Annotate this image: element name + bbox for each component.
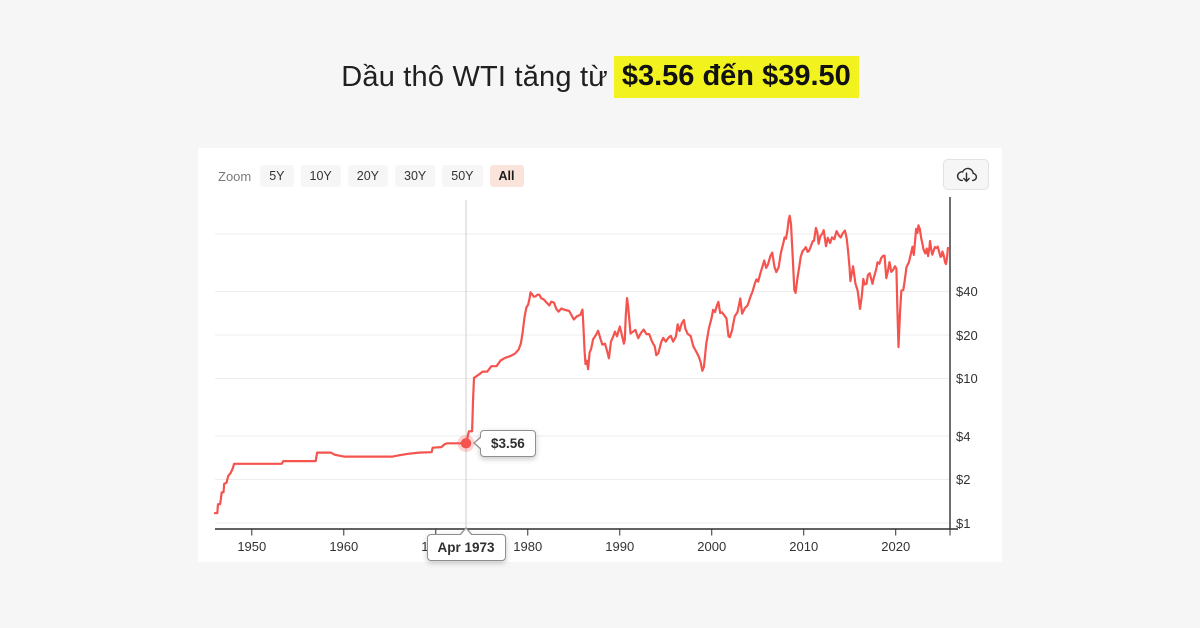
y-axis-label-10: $10 [956,371,978,386]
zoom-range-button-5y[interactable]: 5Y [260,165,294,187]
y-axis-label-4: $4 [956,428,971,444]
cloud-download-icon [955,164,978,185]
zoom-range-button-50y[interactable]: 50Y [442,165,483,187]
date-tooltip: Apr 1973 [426,527,506,561]
x-axis-label-2000: 2000 [697,539,727,554]
price-chart-plot-area[interactable] [198,148,1002,562]
title-highlight: $3.56 đến $39.50 [613,56,859,98]
y-axis-label-1: $1 [956,515,971,531]
x-axis-label-1960: 1960 [329,539,359,554]
price-tooltip-value: $3.56 [491,435,525,451]
x-axis-label-2020: 2020 [881,539,911,554]
chart-toolbar: Zoom 5Y 10Y 20Y 30Y 50Y All [218,165,531,187]
zoom-range-button-all[interactable]: All [489,165,524,187]
price-line-series [213,214,950,515]
x-axis-label-1990: 1990 [605,539,635,554]
x-axis-label-1980: 1980 [513,539,543,554]
x-axis-label-2010: 2010 [789,539,819,554]
x-axis-label-1950: 1950 [237,539,267,554]
marker-dot[interactable] [460,438,472,449]
y-axis-label-40: $40 [956,284,978,299]
zoom-range-button-30y[interactable]: 30Y [395,165,436,187]
y-axis-label-20: $20 [956,327,978,343]
date-tooltip-value: Apr 1973 [437,540,495,555]
download-button[interactable] [943,159,989,190]
zoom-label: Zoom [218,168,252,184]
zoom-range-button-20y[interactable]: 20Y [347,165,389,187]
zoom-range-button-10y[interactable]: 10Y [300,165,341,187]
price-tooltip: $3.56 [473,429,536,457]
title-text: Dầu thô WTI tăng từ [341,60,608,93]
y-axis-label-2: $2 [956,472,971,487]
page-title: Dầu thô WTI tăng từ $3.56 đến $39.50 [0,56,1200,98]
zoom-range-buttons: 5Y 10Y 20Y 30Y 50Y All [260,165,530,187]
